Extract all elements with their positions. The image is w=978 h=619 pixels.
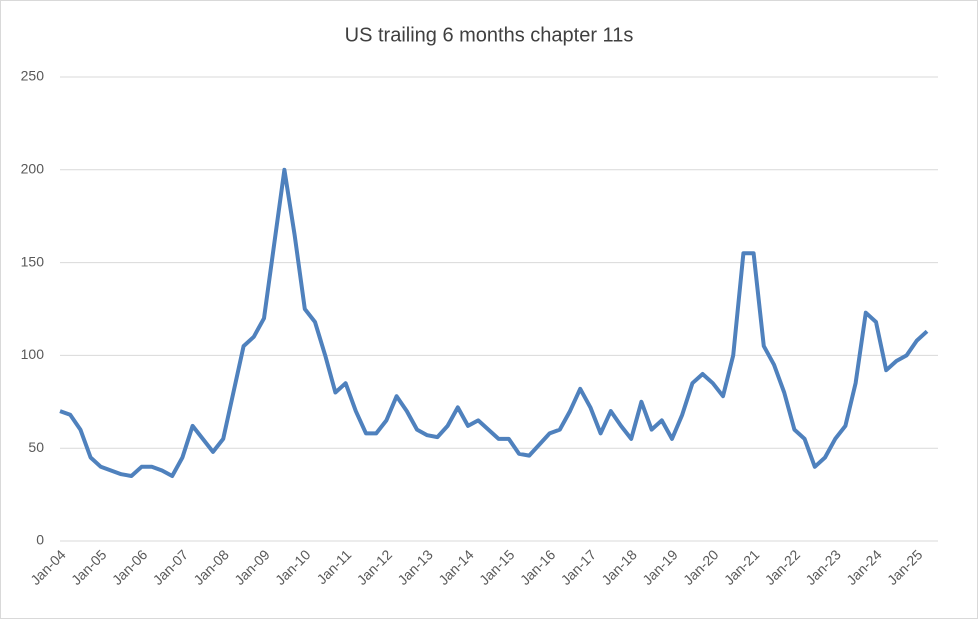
y-tick-label: 150 [21, 253, 45, 269]
data-line [59, 167, 929, 478]
y-tick-label: 200 [21, 161, 45, 177]
y-tick-label: 0 [36, 532, 44, 548]
y-tick-label: 50 [28, 439, 44, 455]
y-tick-label: 250 [21, 68, 45, 84]
y-tick-label: 100 [21, 346, 45, 362]
chart-title: US trailing 6 months chapter 11s [345, 24, 634, 46]
